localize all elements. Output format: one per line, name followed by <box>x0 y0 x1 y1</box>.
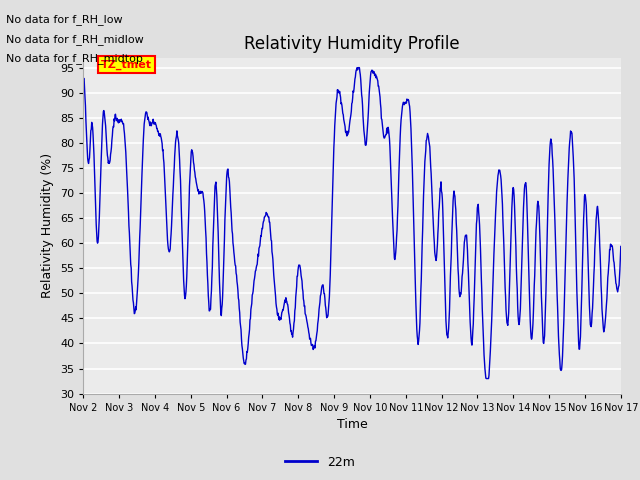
Y-axis label: Relativity Humidity (%): Relativity Humidity (%) <box>42 153 54 298</box>
Legend: 22m: 22m <box>280 451 360 474</box>
Text: No data for f_RH_low: No data for f_RH_low <box>6 14 123 25</box>
Text: TZ_tmet: TZ_tmet <box>101 60 152 70</box>
Text: No data for f_RH_midtop: No data for f_RH_midtop <box>6 53 143 64</box>
Text: No data for f_RH_midlow: No data for f_RH_midlow <box>6 34 144 45</box>
Title: Relativity Humidity Profile: Relativity Humidity Profile <box>244 35 460 53</box>
X-axis label: Time: Time <box>337 418 367 431</box>
